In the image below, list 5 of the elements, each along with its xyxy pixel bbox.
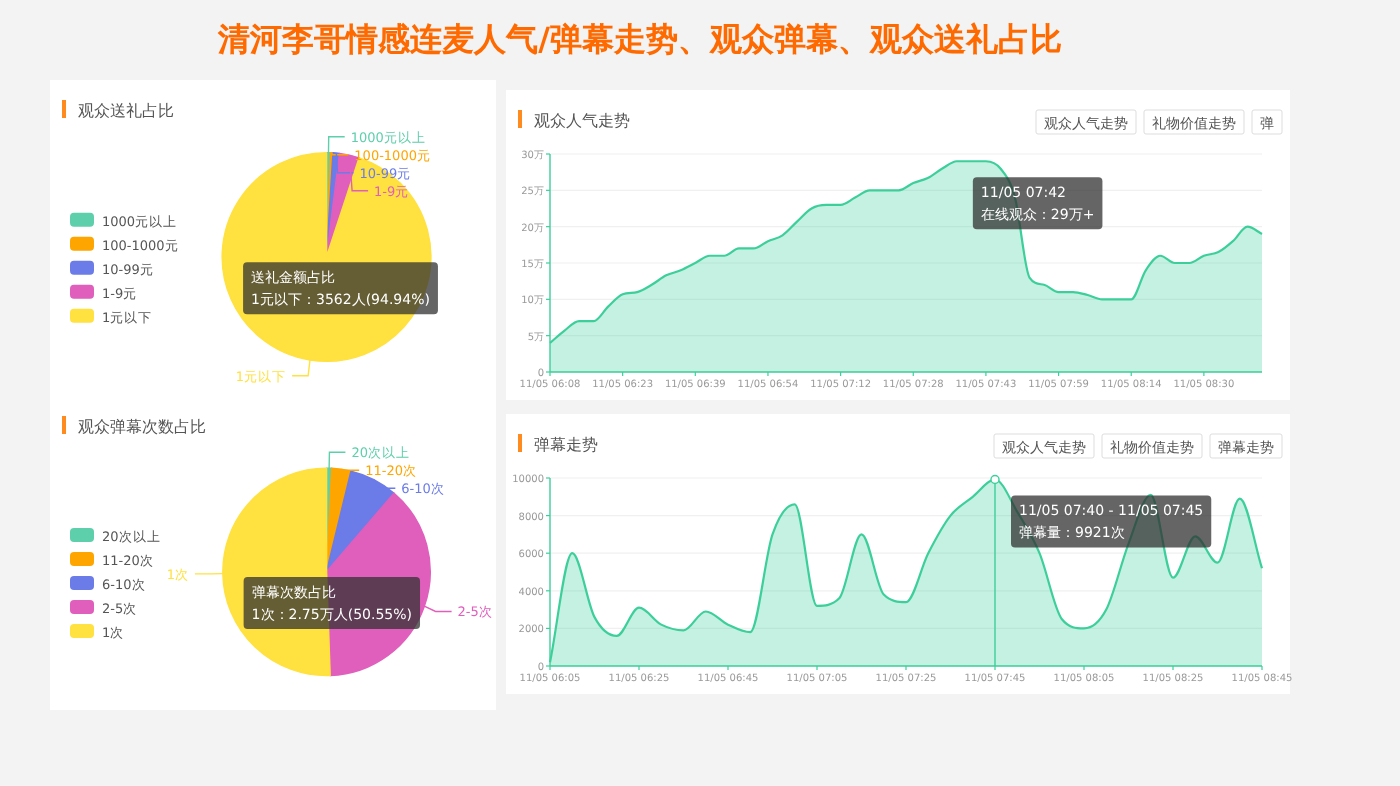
text: 清河李哥情感连麦人气/弹幕走势、观众弹幕、观众送礼占比	[216, 20, 1062, 58]
chart-title: 观众弹幕次数占比	[78, 418, 206, 436]
text: 弹幕走势	[534, 436, 598, 454]
text: 观众人气走势	[534, 112, 630, 130]
text: 观众送礼占比	[78, 102, 174, 120]
